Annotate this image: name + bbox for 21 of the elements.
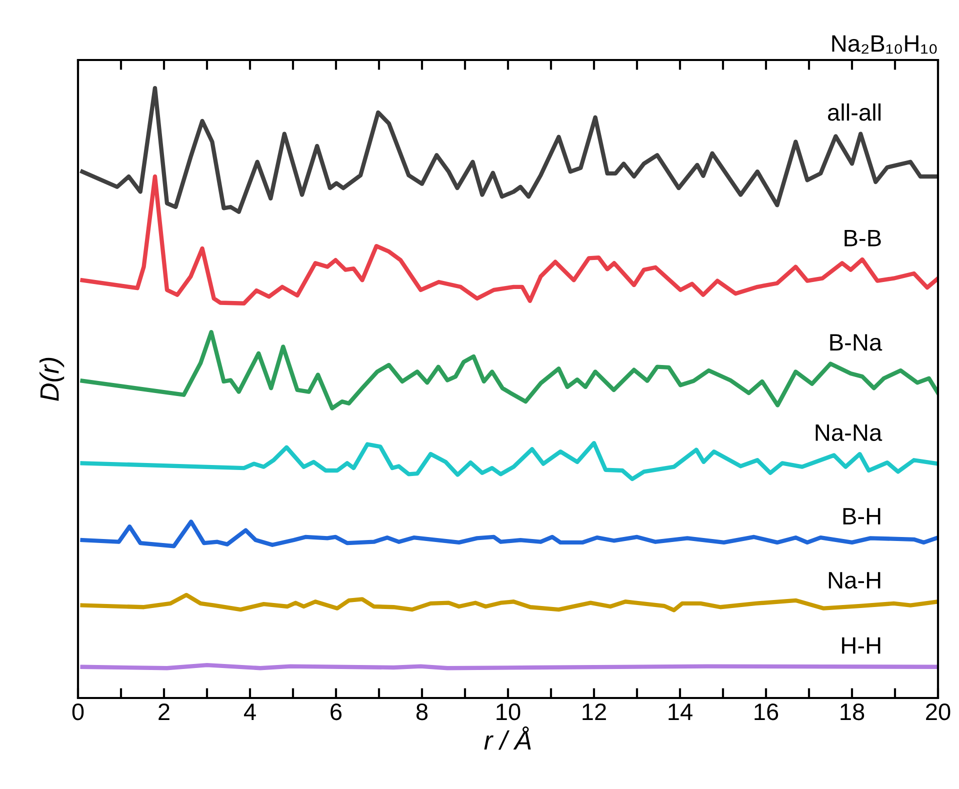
- x-tick-label: 10: [496, 703, 520, 720]
- x-tick-label: 4: [244, 704, 256, 720]
- x-tick-label: 16: [754, 703, 778, 720]
- x-tick-label: 18: [840, 703, 864, 720]
- x-tick-label: 14: [668, 704, 692, 720]
- x-tick-label: 20: [926, 703, 950, 720]
- series-label: Na-Na: [816, 424, 882, 442]
- x-tick-label: 0: [72, 703, 84, 720]
- x-tick-label: 12: [582, 703, 606, 720]
- series-label: all-all: [828, 103, 881, 121]
- series-label: B-H: [843, 508, 880, 524]
- x-axis-title: r / Å: [484, 726, 531, 750]
- series-label: B-B: [844, 230, 881, 246]
- x-tick-label: 8: [416, 703, 428, 720]
- x-tick-label: 6: [330, 703, 342, 720]
- chart-title: Na₂B₁₀H₁₀: [832, 35, 937, 54]
- x-tick-label: 2: [158, 703, 170, 720]
- y-axis-title: D(r): [40, 358, 64, 401]
- series-label: B-Na: [830, 334, 882, 351]
- series-label: H-H: [842, 637, 880, 654]
- series-label: Na-H: [828, 572, 880, 589]
